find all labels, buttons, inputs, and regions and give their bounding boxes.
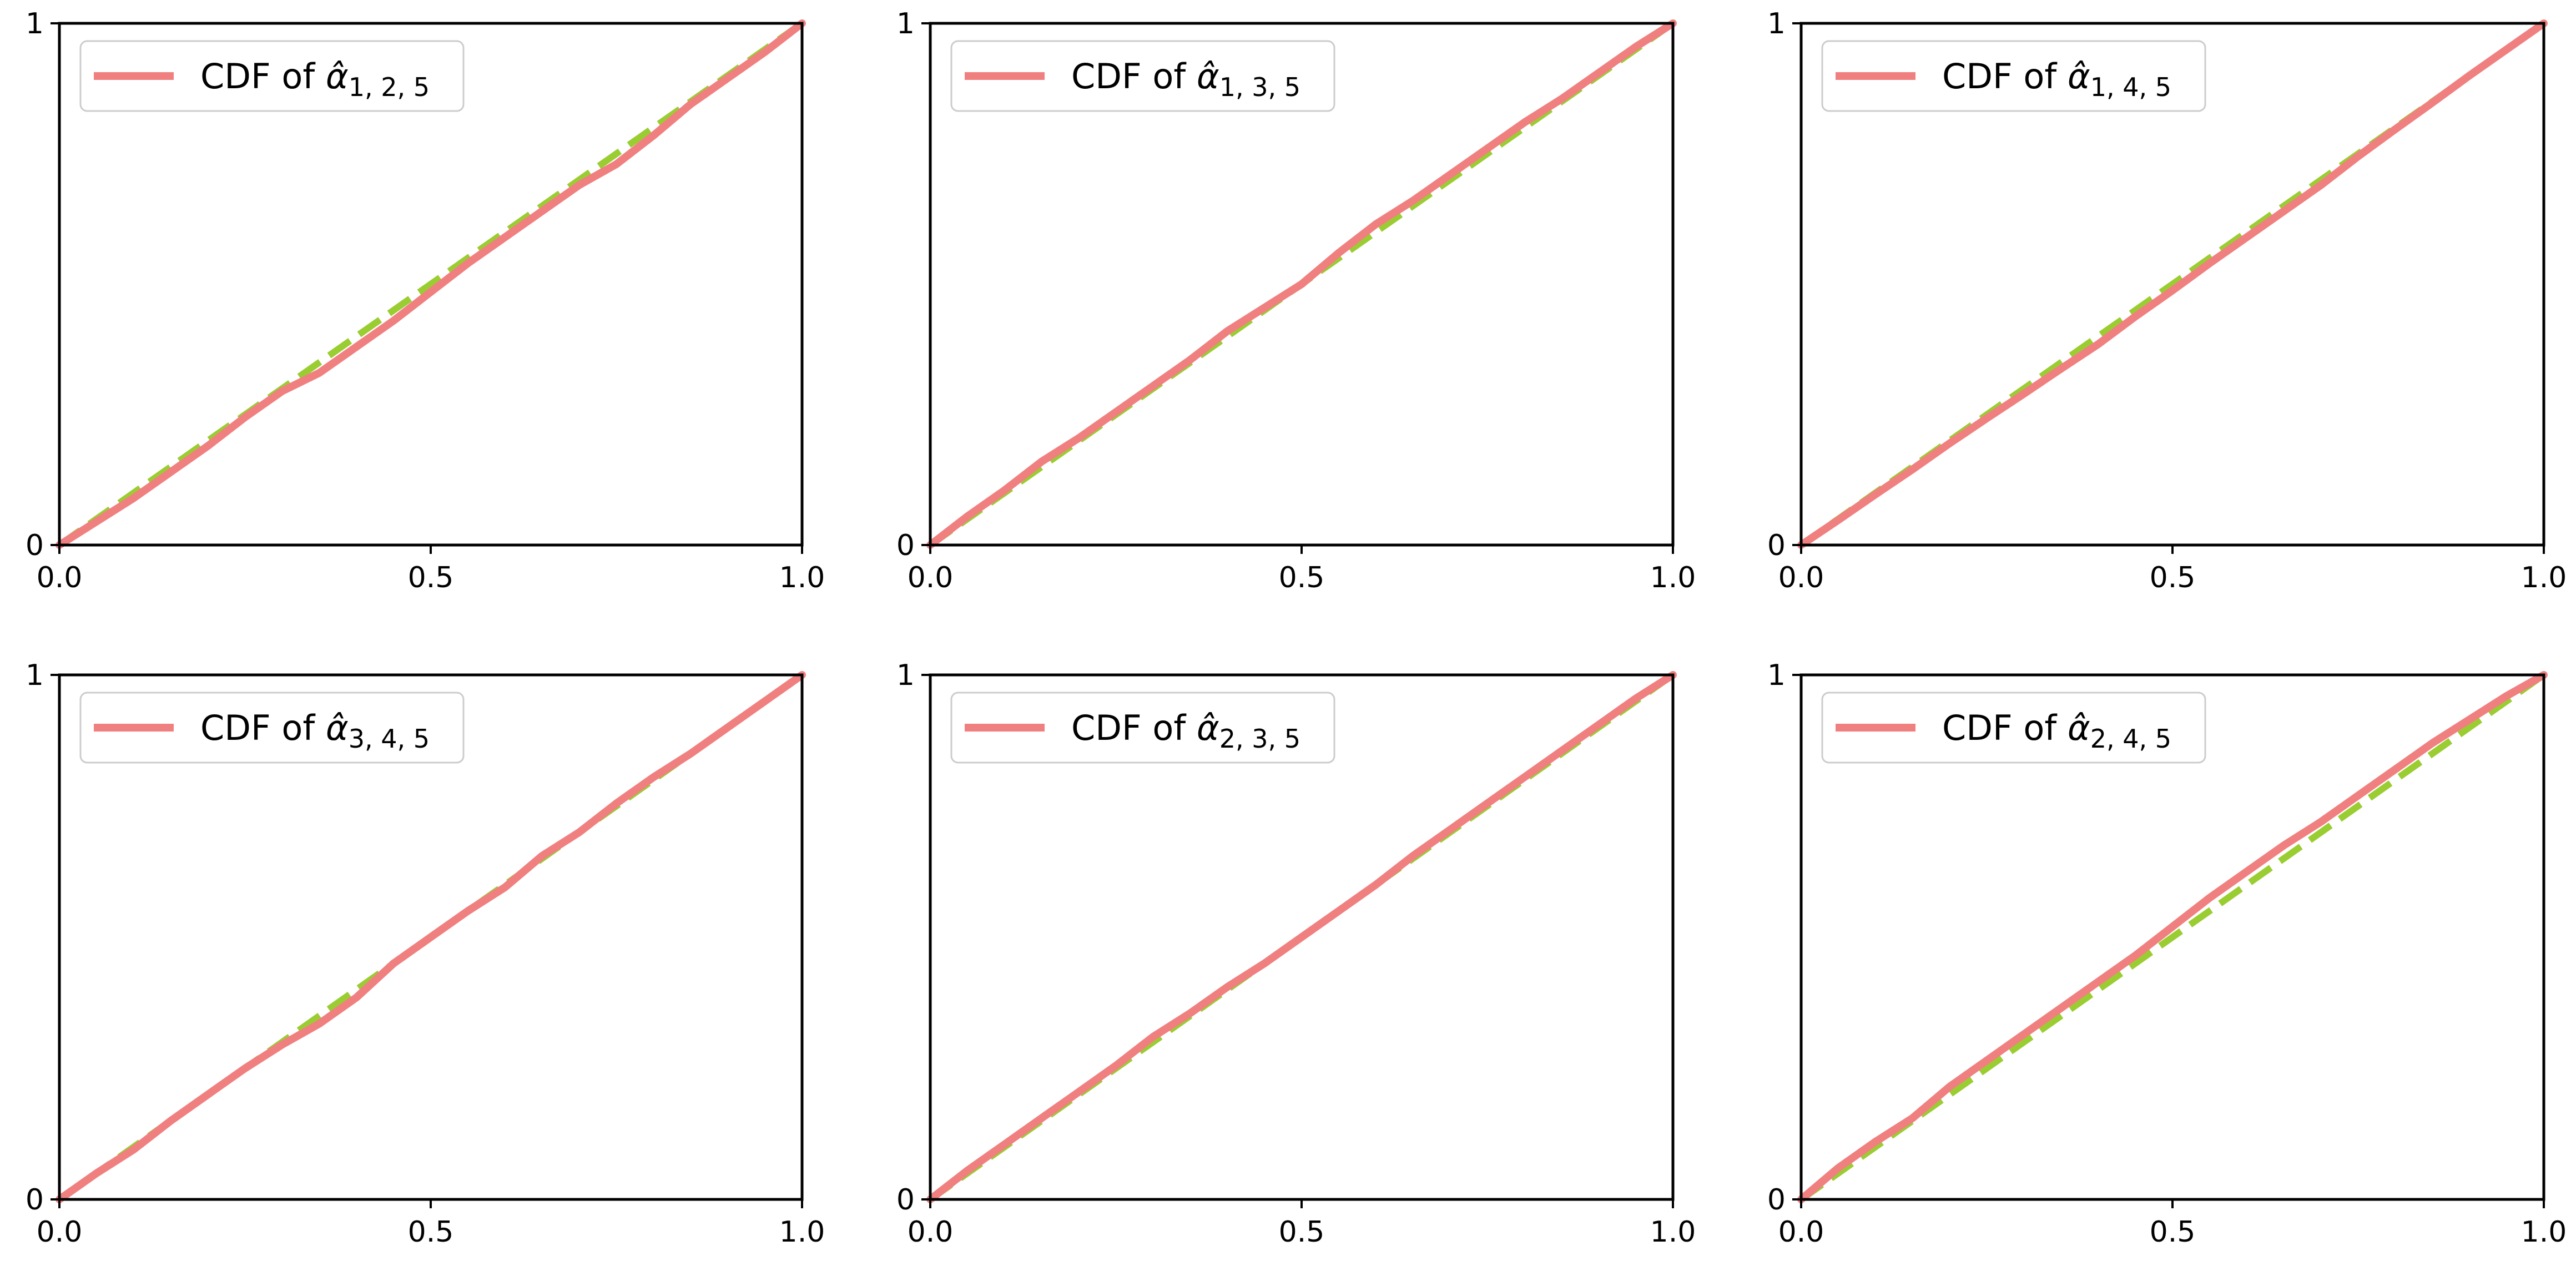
legend-box bbox=[1821, 692, 2206, 764]
legend-label-symbol: α̂ bbox=[1197, 56, 1219, 97]
y-tick-label: 1 bbox=[896, 7, 915, 41]
legend: CDF of α̂2, 3, 5 bbox=[950, 692, 1335, 764]
y-tick-label: 1 bbox=[26, 7, 44, 41]
x-tick-label: 1.0 bbox=[2521, 561, 2567, 594]
x-tick-label: 1.0 bbox=[1650, 1215, 1696, 1249]
cdf-series-line bbox=[56, 671, 806, 1203]
x-tick-label: 0.0 bbox=[1778, 561, 1824, 594]
legend: CDF of α̂3, 4, 5 bbox=[79, 692, 465, 764]
legend-box bbox=[79, 40, 465, 112]
chart-panel: 0.0 0.5 1.0 0 1 CDF of α̂1, 2, 5 bbox=[26, 7, 825, 594]
legend-label-symbol: α̂ bbox=[1197, 708, 1219, 748]
legend-label-prefix: CDF of bbox=[200, 708, 326, 748]
legend: CDF of α̂1, 3, 5 bbox=[950, 40, 1335, 112]
cdf-series-line bbox=[1797, 19, 2548, 549]
y-tick-label: 1 bbox=[896, 659, 915, 692]
x-tick-label: 1.0 bbox=[779, 1215, 825, 1249]
x-tick-label: 0.0 bbox=[37, 1215, 83, 1249]
legend-label-prefix: CDF of bbox=[1071, 56, 1197, 97]
cdf-series-line bbox=[926, 19, 1677, 549]
x-tick-label: 0.0 bbox=[1778, 1215, 1824, 1249]
legend-label-subscript: 1, 3, 5 bbox=[1219, 72, 1300, 102]
y-tick-label: 1 bbox=[1767, 7, 1786, 41]
legend-label: CDF of α̂1, 2, 5 bbox=[200, 56, 430, 102]
legend-label-subscript: 2, 4, 5 bbox=[2090, 724, 2171, 754]
legend: CDF of α̂2, 4, 5 bbox=[1821, 692, 2206, 764]
chart-panel: 0.0 0.5 1.0 0 1 CDF of α̂2, 3, 5 bbox=[896, 659, 1696, 1249]
y-tick-label: 0 bbox=[896, 1183, 915, 1217]
y-tick-label: 0 bbox=[896, 529, 915, 562]
x-tick-label: 0.0 bbox=[37, 561, 83, 594]
x-tick-label: 1.0 bbox=[779, 561, 825, 594]
legend-label-prefix: CDF of bbox=[1071, 708, 1197, 748]
legend-label: CDF of α̂3, 4, 5 bbox=[200, 708, 430, 754]
x-tick-label: 1.0 bbox=[1650, 561, 1696, 594]
x-tick-label: 0.5 bbox=[1279, 1215, 1325, 1249]
chart-panel: 0.0 0.5 1.0 0 1 CDF of α̂2, 4, 5 bbox=[1767, 659, 2567, 1249]
chart-panel: 0.0 0.5 1.0 0 1 CDF of α̂3, 4, 5 bbox=[26, 659, 825, 1249]
legend: CDF of α̂1, 2, 5 bbox=[79, 40, 465, 112]
legend-label-symbol: α̂ bbox=[326, 708, 349, 748]
x-tick-label: 0.0 bbox=[908, 561, 954, 594]
y-tick-label: 0 bbox=[26, 529, 44, 562]
legend-label: CDF of α̂2, 3, 5 bbox=[1071, 708, 1300, 754]
x-tick-label: 0.0 bbox=[908, 1215, 954, 1249]
legend-label: CDF of α̂2, 4, 5 bbox=[1942, 708, 2171, 754]
legend-label-symbol: α̂ bbox=[2068, 56, 2090, 97]
y-tick-label: 0 bbox=[26, 1183, 44, 1217]
x-tick-label: 0.5 bbox=[2150, 561, 2196, 594]
x-tick-label: 0.5 bbox=[1279, 561, 1325, 594]
legend-label-symbol: α̂ bbox=[2068, 708, 2090, 748]
cdf-series-line bbox=[926, 671, 1677, 1203]
legend-label-prefix: CDF of bbox=[1942, 708, 2068, 748]
chart-panel: 0.0 0.5 1.0 0 1 CDF of α̂1, 3, 5 bbox=[896, 7, 1696, 594]
legend-box bbox=[79, 692, 465, 764]
y-tick-label: 1 bbox=[26, 659, 44, 692]
x-tick-label: 0.5 bbox=[408, 561, 454, 594]
legend-box bbox=[950, 40, 1335, 112]
legend-label-subscript: 2, 3, 5 bbox=[1219, 724, 1300, 754]
legend-box bbox=[1821, 40, 2206, 112]
legend-box bbox=[950, 692, 1335, 764]
legend-label-subscript: 3, 4, 5 bbox=[349, 724, 430, 754]
cdf-series-line bbox=[1797, 671, 2548, 1203]
chart-panel: 0.0 0.5 1.0 0 1 CDF of α̂1, 4, 5 bbox=[1767, 7, 2567, 594]
legend-label-subscript: 1, 4, 5 bbox=[2090, 72, 2171, 102]
legend-label-prefix: CDF of bbox=[1942, 56, 2068, 97]
x-tick-label: 0.5 bbox=[2150, 1215, 2196, 1249]
legend-label: CDF of α̂1, 3, 5 bbox=[1071, 56, 1300, 102]
y-tick-label: 0 bbox=[1767, 1183, 1786, 1217]
x-tick-label: 1.0 bbox=[2521, 1215, 2567, 1249]
legend-label-prefix: CDF of bbox=[200, 56, 326, 97]
legend: CDF of α̂1, 4, 5 bbox=[1821, 40, 2206, 112]
y-tick-label: 0 bbox=[1767, 529, 1786, 562]
x-tick-label: 0.5 bbox=[408, 1215, 454, 1249]
legend-label-subscript: 1, 2, 5 bbox=[349, 72, 430, 102]
legend-label-symbol: α̂ bbox=[326, 56, 349, 97]
y-tick-label: 1 bbox=[1767, 659, 1786, 692]
cdf-series-line bbox=[56, 19, 806, 549]
legend-label: CDF of α̂1, 4, 5 bbox=[1942, 56, 2171, 102]
